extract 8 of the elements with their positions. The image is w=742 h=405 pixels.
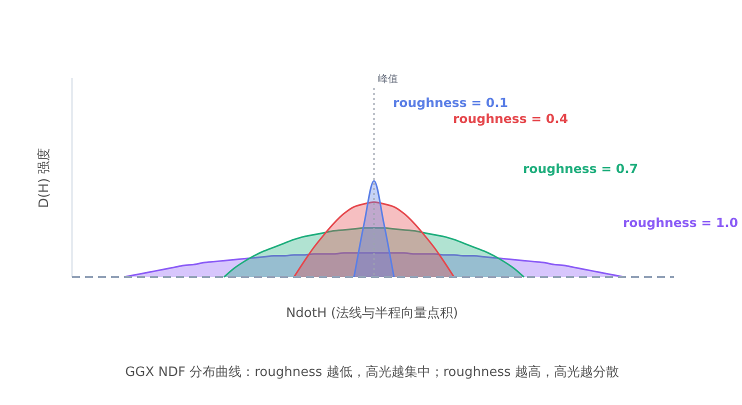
text: roughness = 0.7 [523,161,638,176]
text: roughness = 0.1 [393,95,508,110]
y-axis-title: D(H) 强度 [36,148,52,208]
text: 峰值 [378,73,398,85]
text: roughness = 0.4 [453,111,568,126]
text: GGX NDF 分布曲线：roughness 越低，高光越集中；roughness 越高，高光越分散 [125,364,619,380]
x-axis-title: NdotH (法线与半程向量点积) [286,306,458,321]
text: roughness = 1.0 [623,215,738,230]
